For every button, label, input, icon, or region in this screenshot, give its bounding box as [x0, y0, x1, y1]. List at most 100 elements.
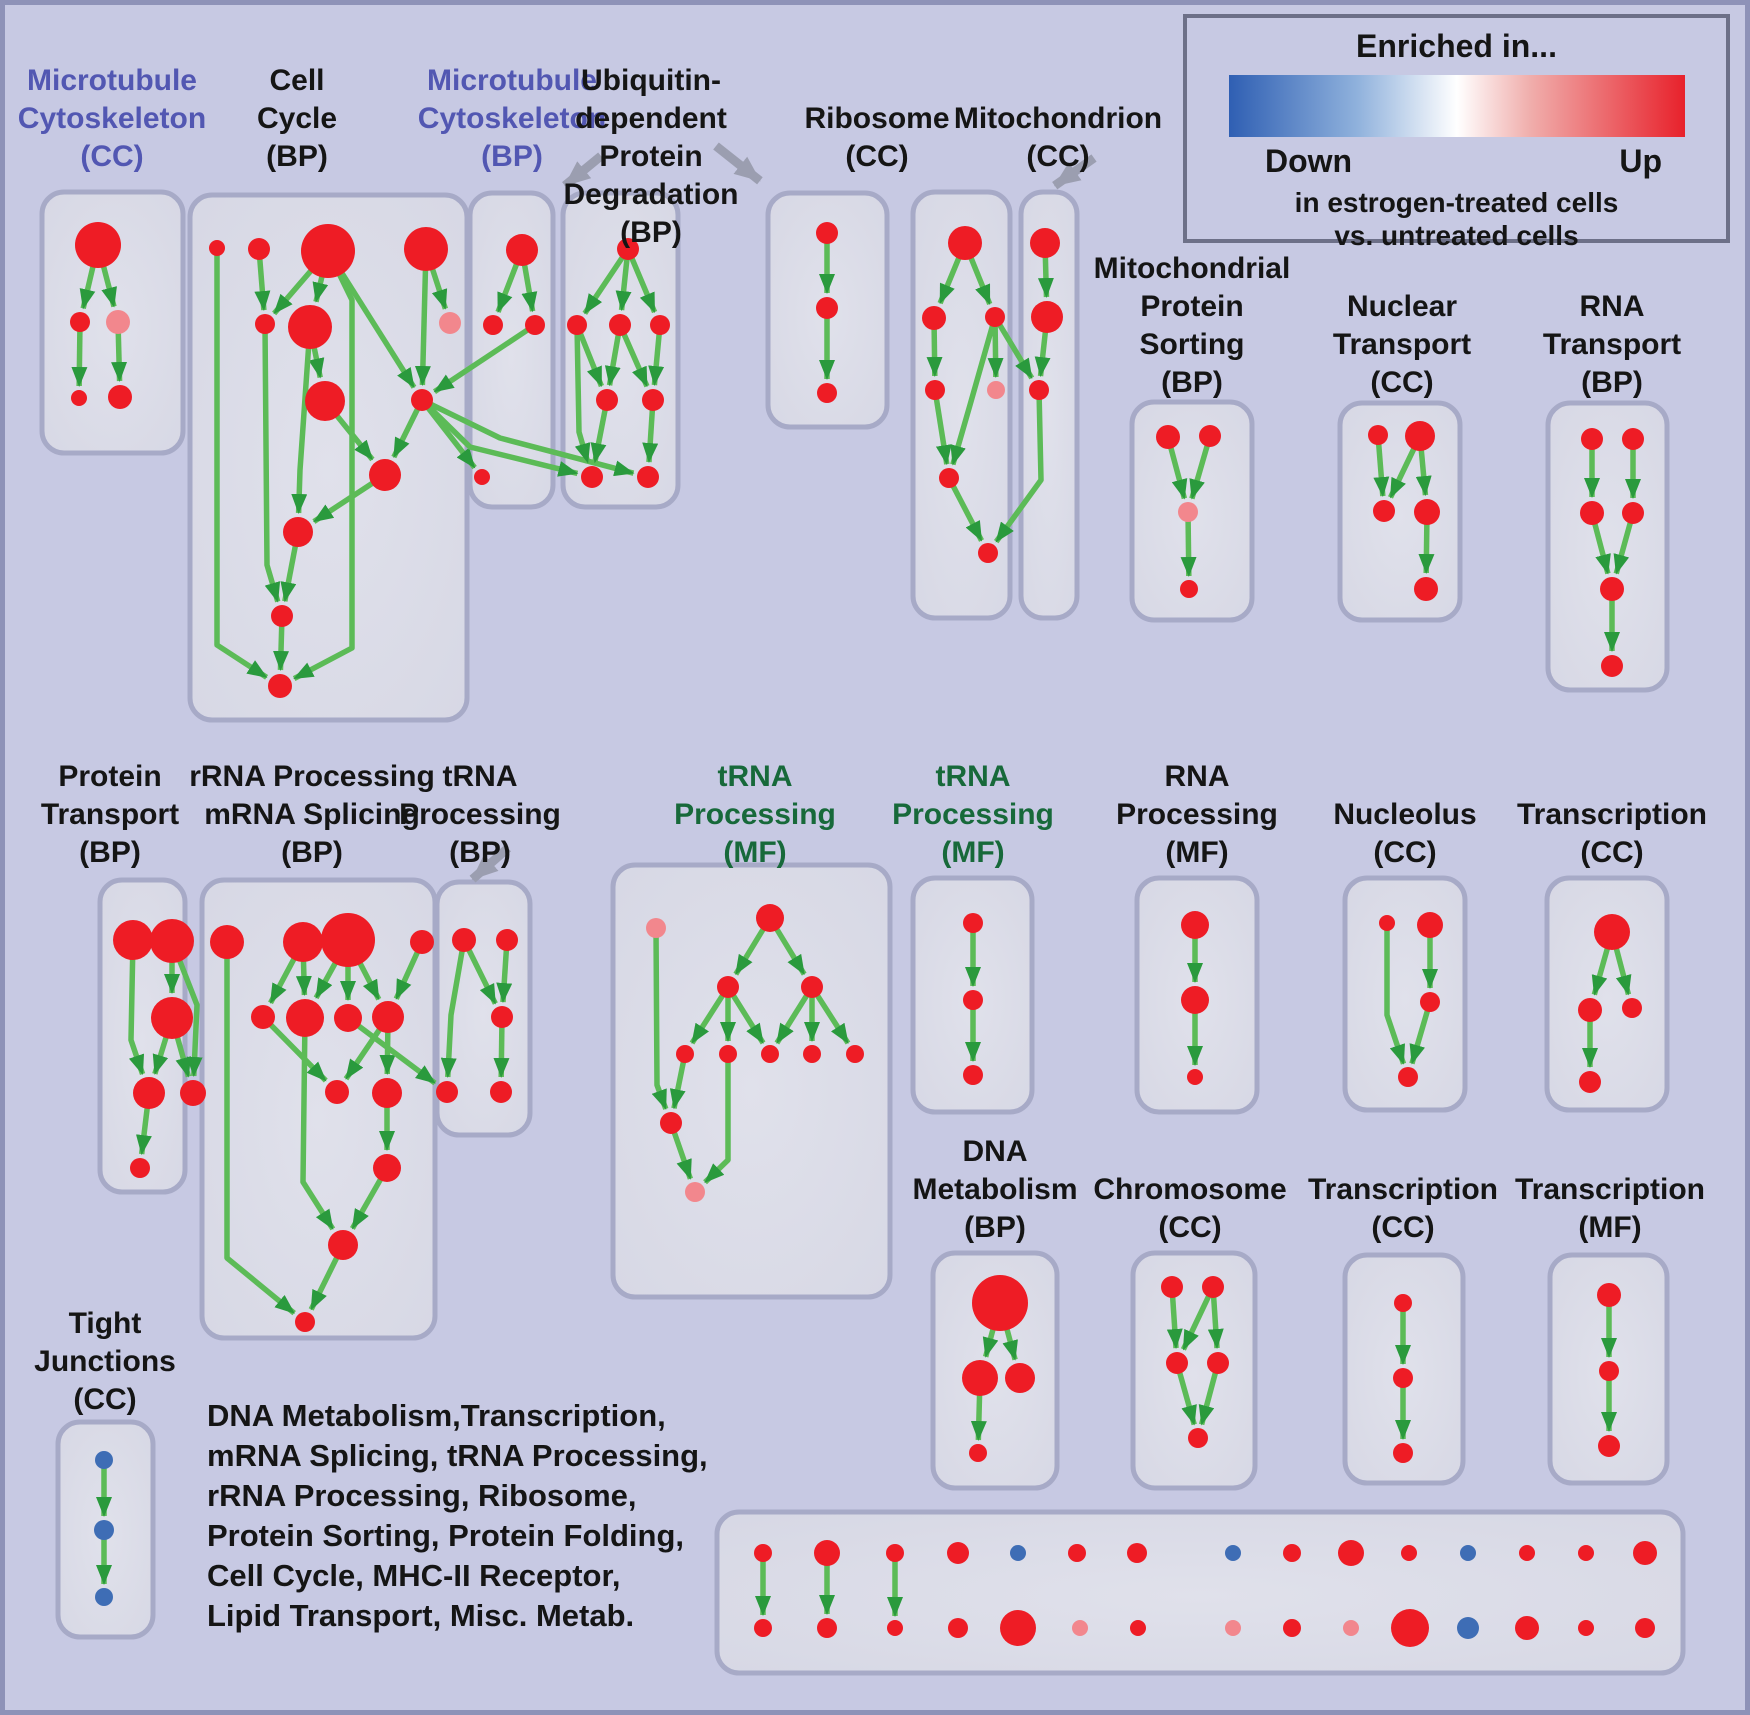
node-pt4 — [133, 1077, 165, 1109]
node-tj1 — [95, 1451, 113, 1469]
node-cc4 — [404, 227, 448, 271]
node-m5 — [676, 1045, 694, 1063]
node-tb5 — [490, 1081, 512, 1103]
node-bb11 — [1391, 1609, 1429, 1647]
node-t6 — [1601, 655, 1623, 677]
legend: Enriched in... Down Up in estrogen-treat… — [1183, 14, 1730, 251]
node-tb3 — [491, 1006, 513, 1028]
node-bt5 — [1010, 1545, 1026, 1561]
node-t5 — [1600, 577, 1624, 601]
node-r7 — [978, 543, 998, 563]
node-bb1 — [754, 1619, 772, 1637]
node-bb10 — [1343, 1620, 1359, 1636]
edge-cc3-cc13 — [292, 249, 355, 681]
node-s13 — [295, 1312, 315, 1332]
node-bb3 — [887, 1620, 903, 1636]
node-q5 — [1414, 577, 1438, 601]
node-m10 — [660, 1112, 682, 1134]
node-cc9 — [411, 389, 433, 411]
edge-cc9-u7 — [420, 398, 579, 477]
edge-m4-m9 — [809, 985, 851, 1045]
node-q2 — [1405, 421, 1435, 451]
node-bb8 — [1225, 1620, 1241, 1636]
node-u3 — [609, 314, 631, 336]
node-p2 — [1199, 425, 1221, 447]
node-q3 — [1373, 500, 1395, 522]
node-bt13 — [1519, 1545, 1535, 1561]
node-p4 — [1180, 580, 1198, 598]
edge-r3-mo3 — [992, 315, 1035, 380]
node-p3 — [1178, 502, 1198, 522]
edge-u4-u6 — [648, 324, 665, 387]
node-ch4 — [1207, 1352, 1229, 1374]
node-bt9 — [1283, 1544, 1301, 1562]
node-q4 — [1414, 499, 1440, 525]
node-ch1 — [1161, 1276, 1183, 1298]
node-s7 — [334, 1004, 362, 1032]
node-q1 — [1368, 425, 1388, 445]
node-bt6 — [1068, 1544, 1086, 1562]
node-y2 — [1393, 1368, 1413, 1388]
node-bb14 — [1578, 1620, 1594, 1636]
node-y1 — [1394, 1294, 1412, 1312]
node-s5 — [251, 1005, 275, 1029]
node-r2 — [922, 306, 946, 330]
edge-m5-m10 — [669, 1053, 688, 1110]
node-v1 — [816, 222, 838, 244]
edge-u1-u2 — [582, 247, 631, 315]
node-tc4 — [1579, 1071, 1601, 1093]
node-tb4 — [436, 1081, 458, 1103]
node-pt6 — [130, 1158, 150, 1178]
node-bt2 — [814, 1540, 840, 1566]
node-bb15 — [1635, 1618, 1655, 1638]
edge-cc1-cc13 — [214, 248, 269, 680]
edge-nl3-nl4 — [1409, 1001, 1433, 1065]
edge-r3-r6 — [950, 316, 998, 466]
edge-u2-u7 — [574, 324, 591, 464]
node-x1 — [1181, 911, 1209, 939]
edge-m1-m10 — [651, 927, 669, 1110]
node-tj2 — [94, 1520, 114, 1540]
edge-cc5-cc12 — [262, 323, 281, 603]
node-bt12 — [1460, 1545, 1476, 1561]
node-bt8 — [1225, 1545, 1241, 1561]
node-s11 — [373, 1154, 401, 1182]
edge-r4-r6 — [932, 389, 952, 466]
node-tc2 — [1578, 998, 1602, 1022]
misc-note-line: Cell Cycle, MHC-II Receptor, — [207, 1558, 621, 1593]
arrow-to-ubiquitin-box-2 — [713, 142, 763, 185]
node-bb9 — [1283, 1619, 1301, 1637]
node-s2 — [283, 922, 323, 962]
node-ch2 — [1202, 1276, 1224, 1298]
node-nl1 — [1379, 915, 1395, 931]
edge-pt2-pt5 — [169, 939, 203, 1078]
edge-s1-s13 — [224, 942, 296, 1316]
node-nl2 — [1417, 912, 1443, 938]
node-bb4 — [948, 1618, 968, 1638]
node-ch3 — [1166, 1352, 1188, 1374]
node-u1 — [617, 238, 639, 260]
node-mtcc2 — [70, 312, 90, 332]
node-cc6 — [288, 305, 332, 349]
node-u2 — [567, 315, 587, 335]
node-mo2 — [1031, 301, 1063, 333]
node-z1 — [1597, 1283, 1621, 1307]
node-tb1 — [452, 928, 476, 952]
group-box-chromosome-cc — [1130, 1250, 1258, 1491]
node-w1 — [963, 913, 983, 933]
node-mb3 — [525, 315, 545, 335]
node-m11 — [685, 1182, 705, 1202]
node-x2 — [1181, 986, 1209, 1014]
edge-s5-s9 — [261, 1015, 328, 1083]
node-cc2 — [248, 238, 270, 260]
node-bt10 — [1338, 1540, 1364, 1566]
node-pt1 — [113, 920, 153, 960]
node-mo1 — [1030, 228, 1060, 258]
misc-note-line: DNA Metabolism,Transcription, — [207, 1398, 666, 1433]
group-box-misc-pathways — [714, 1509, 1686, 1676]
node-cc5 — [255, 314, 275, 334]
node-bt15 — [1633, 1541, 1657, 1565]
misc-note-line: Lipid Transport, Misc. Metab. — [207, 1598, 635, 1633]
node-m2 — [756, 904, 784, 932]
